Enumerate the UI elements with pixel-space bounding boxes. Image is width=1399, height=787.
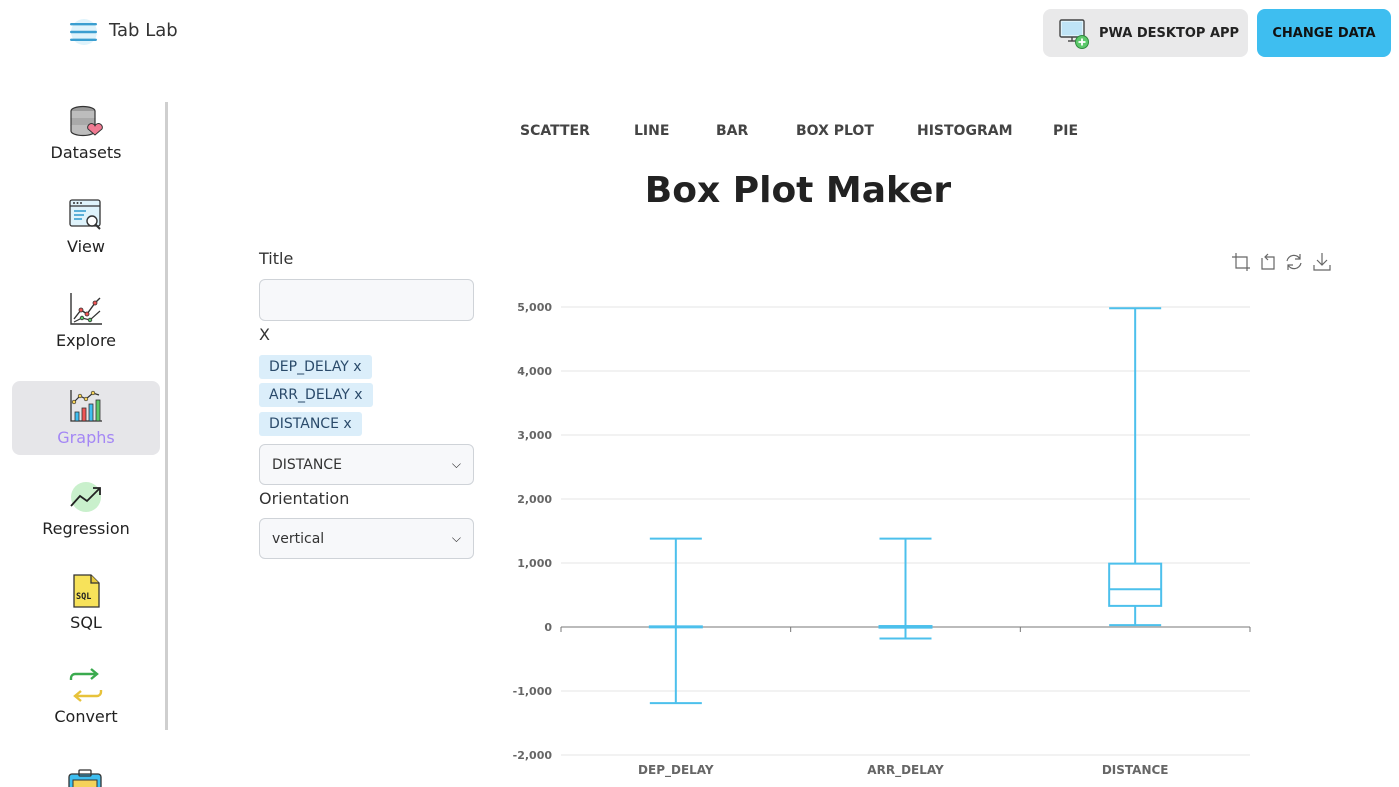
y-tick-label: 0 [544,621,552,634]
tab-histogram[interactable]: HISTOGRAM [917,123,1013,139]
tab-line[interactable]: LINE [634,123,670,139]
sidebar-item-graphs[interactable]: Graphs [12,381,160,455]
zoom-reset-icon[interactable] [1261,253,1275,270]
tab-box-plot[interactable]: BOX PLOT [796,123,874,139]
x-category-label: DISTANCE [1102,763,1169,777]
sql-file-icon: SQL [73,574,100,608]
x-chip-arr-delay[interactable]: ARR_DELAY x [259,383,373,407]
x-chip-distance[interactable]: DISTANCE x [259,412,362,436]
sidebar-item-regression[interactable]: Regression [12,472,160,546]
bar-line-chart-icon [70,390,102,422]
header: Tab Lab PWA DESKTOP APP CHANGE DATA [0,0,1399,64]
box-arr-delay[interactable] [878,537,933,640]
title-input[interactable] [259,279,474,321]
chevron-down-icon: ⌵ [451,457,461,471]
orientation-select[interactable]: vertical ⌵ [259,518,474,559]
sidebar-item-label: Explore [55,331,117,350]
sidebar-item-sql[interactable]: SQL SQL [12,566,160,640]
sidebar-item-label: Datasets [50,143,122,162]
tab-scatter[interactable]: SCATTER [520,123,590,139]
download-icon[interactable] [1313,253,1331,271]
sidebar-item-label: Convert [54,707,118,726]
app-title: Tab Lab [109,20,178,41]
x-label: X [259,325,270,344]
chevron-down-icon: ⌵ [451,531,461,545]
trend-up-icon [70,482,101,512]
title-label: Title [259,249,294,268]
x-chip-dep-delay[interactable]: DEP_DELAY x [259,355,372,379]
change-data-button[interactable]: CHANGE DATA [1257,9,1391,57]
page-title: Box Plot Maker [644,170,952,211]
iqr-box [1108,562,1163,607]
hamburger-menu-icon[interactable] [68,18,100,46]
database-heart-icon [70,105,103,137]
desktop-add-icon [1059,19,1089,49]
line-chart-icon [70,293,102,325]
zoom-icon[interactable] [1232,253,1250,271]
y-tick-label: -1,000 [513,685,553,698]
sidebar-item-datasets[interactable]: Datasets [12,96,160,170]
sidebar-item-convert[interactable]: Convert [12,660,160,734]
svg-text:SQL: SQL [76,592,91,602]
pwa-button-label: PWA DESKTOP APP [1099,25,1240,41]
box-dep-delay[interactable] [648,537,703,705]
sidebar-scrollbar[interactable] [165,102,168,730]
sidebar-item-more-icon[interactable] [67,768,103,787]
tab-pie[interactable]: PIE [1053,123,1079,139]
x-category-label: ARR_DELAY [867,763,944,778]
y-tick-label: 3,000 [517,429,552,442]
orientation-select-value: vertical [272,530,325,547]
sidebar-item-explore[interactable]: Explore [12,284,160,358]
sidebar-item-view[interactable]: View [12,190,160,264]
box-plot-chart: 5,000 4,000 3,000 2,000 1,000 0 -1,000 -2,000 DE… [513,253,1331,778]
y-tick-label: 2,000 [517,493,552,506]
tab-bar[interactable]: BAR [716,123,749,139]
window-search-icon [69,199,101,230]
pwa-desktop-app-button[interactable]: PWA DESKTOP APP [1043,9,1248,57]
x-column-select-value: DISTANCE [272,456,342,473]
y-tick-label: 1,000 [517,557,552,570]
restore-icon[interactable] [1286,254,1302,270]
sidebar-item-label: View [67,237,105,256]
y-tick-label: -2,000 [513,749,553,762]
orientation-label: Orientation [259,489,350,508]
box-distance[interactable] [1108,307,1163,627]
sidebar-item-label: SQL [70,613,102,632]
sidebar-item-label: Graphs [57,428,115,447]
sidebar-item-label: Regression [42,519,130,538]
y-tick-label: 4,000 [517,365,552,378]
y-tick-label: 5,000 [517,301,552,314]
swap-arrows-icon [69,668,103,702]
x-category-label: DEP_DELAY [638,763,714,778]
x-column-select[interactable]: DISTANCE ⌵ [259,444,474,485]
